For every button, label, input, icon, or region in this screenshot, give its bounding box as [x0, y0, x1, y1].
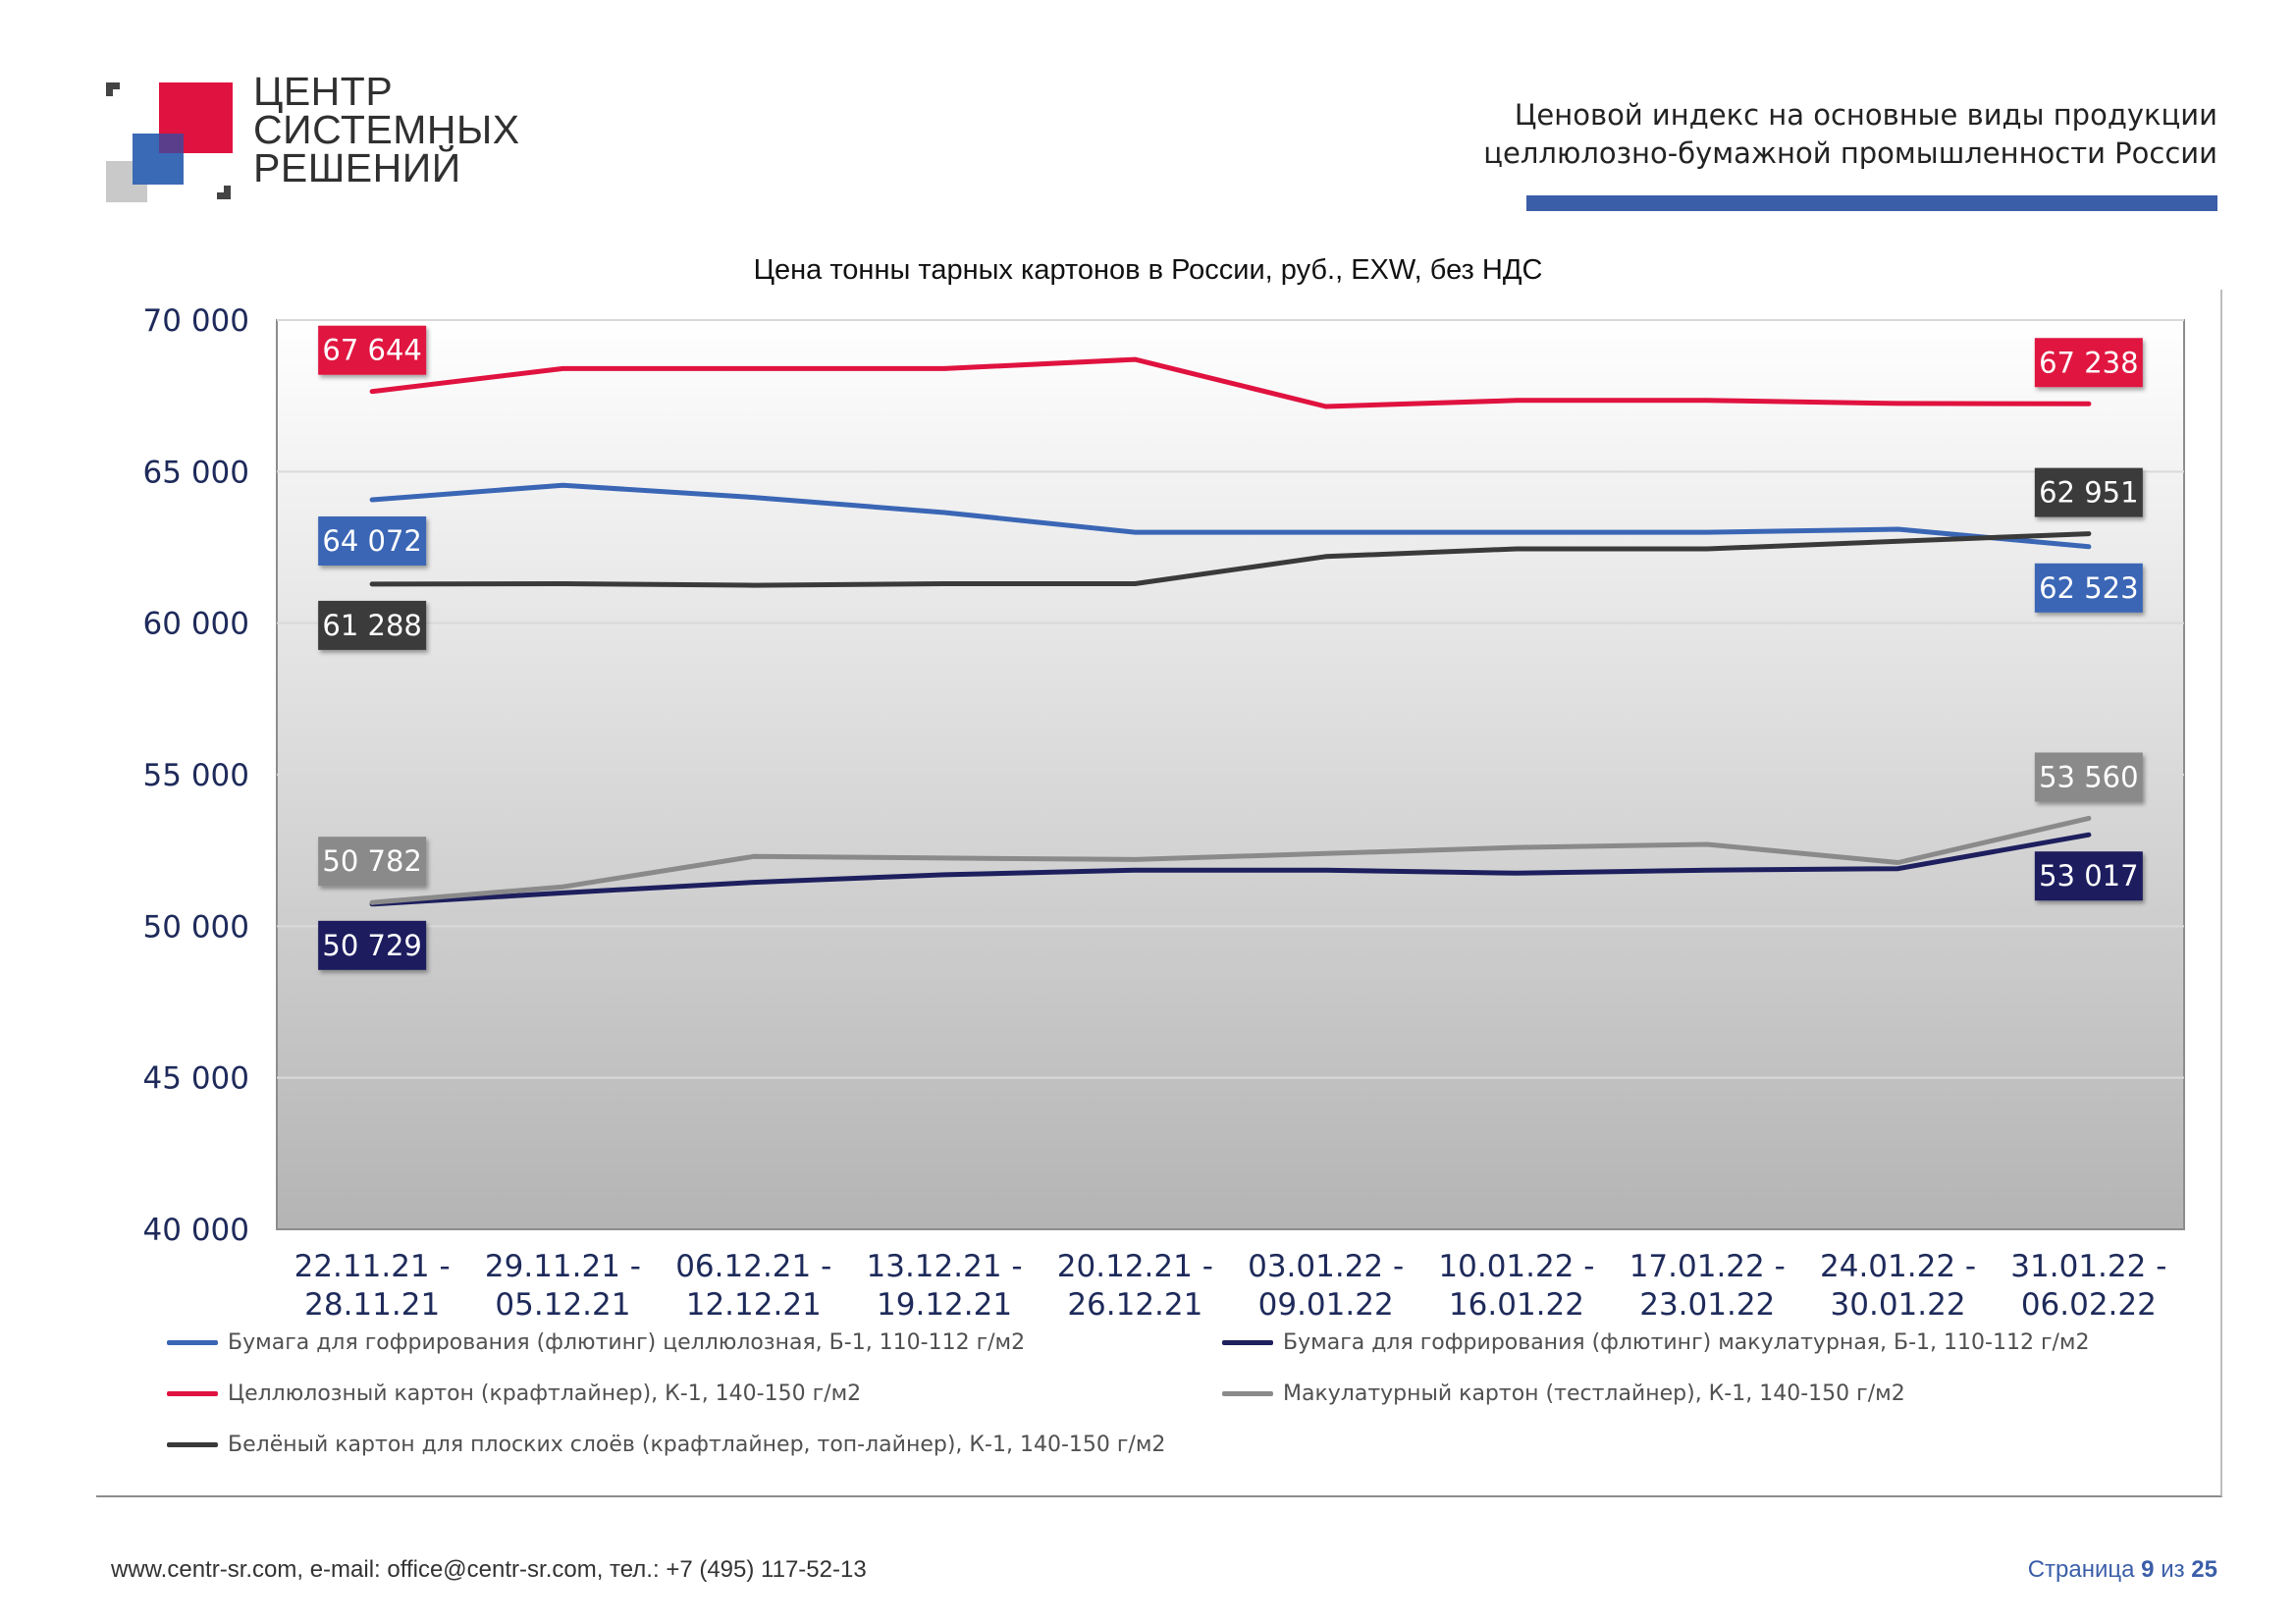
legend-item: Целлюлозный картон (крафтлайнер), К-1, 1…: [167, 1381, 861, 1406]
y-tick-label: 70 000: [143, 303, 249, 339]
data-label: 67 238: [2034, 338, 2143, 388]
legend-label: Бумага для гофрирования (флютинг) макула…: [1283, 1330, 2090, 1355]
legend-item: Белёный картон для плоских слоёв (крафтл…: [167, 1433, 1165, 1457]
legend-swatch: [167, 1391, 218, 1396]
y-tick-label: 55 000: [143, 758, 249, 793]
y-tick-label: 60 000: [143, 607, 249, 642]
x-tick-label: 30.01.22: [1831, 1287, 1966, 1323]
page-total: 25: [2191, 1556, 2217, 1583]
svg-text:62 523: 62 523: [2039, 571, 2138, 605]
svg-text:67 644: 67 644: [322, 334, 421, 367]
logo-line-2: СИСТЕМНЫХ: [253, 107, 520, 152]
logo-text: ЦЕНТР СИСТЕМНЫХ РЕШЕНИЙ: [253, 69, 520, 190]
chart-frame: [96, 290, 2222, 1497]
company-logo: [106, 82, 233, 202]
data-label: 64 072: [318, 515, 427, 566]
page-word: Страница: [2027, 1556, 2135, 1583]
data-label: 61 288: [318, 600, 427, 650]
x-tick-label: 12.12.21: [686, 1287, 822, 1323]
data-label: 62 523: [2034, 563, 2143, 613]
x-tick-label: 06.02.22: [2021, 1287, 2157, 1323]
page-number: Страница 9 из 25: [2028, 1556, 2217, 1584]
x-tick-label: 31.01.22 -: [2010, 1249, 2166, 1284]
y-tick-label: 50 000: [143, 909, 249, 945]
series-line: [369, 815, 2092, 905]
x-tick-label: 24.01.22 -: [1820, 1249, 1976, 1284]
legend-swatch: [1222, 1340, 1273, 1345]
x-tick-label: 06.12.21 -: [675, 1249, 831, 1284]
y-tick-label: 65 000: [143, 455, 249, 490]
svg-text:61 288: 61 288: [322, 609, 421, 642]
logo-line-1: ЦЕНТР: [253, 69, 394, 114]
legend-swatch: [167, 1442, 218, 1447]
y-tick-label: 45 000: [143, 1061, 249, 1097]
x-tick-label: 26.12.21: [1067, 1287, 1202, 1323]
series-line: [369, 832, 2092, 907]
x-tick-label: 20.12.21 -: [1057, 1249, 1213, 1284]
series-line: [369, 531, 2092, 588]
document-title: Ценовой индекс на основные виды продукци…: [1483, 96, 2217, 173]
x-tick-label: 29.11.21 -: [485, 1249, 641, 1284]
svg-text:62 951: 62 951: [2039, 476, 2138, 510]
legend-swatch: [167, 1340, 218, 1345]
legend-label: Макулатурный картон (тестлайнер), К-1, 1…: [1283, 1381, 1905, 1406]
svg-text:53 017: 53 017: [2039, 859, 2138, 893]
svg-text:50 729: 50 729: [322, 929, 421, 962]
legend-label: Бумага для гофрирования (флютинг) целлюл…: [228, 1330, 1026, 1355]
legend-label: Белёный картон для плоских слоёв (крафтл…: [228, 1433, 1166, 1457]
data-label: 50 782: [318, 837, 427, 887]
x-tick-label: 16.01.22: [1449, 1287, 1584, 1323]
legend-label: Целлюлозный картон (крафтлайнер), К-1, 1…: [228, 1381, 862, 1406]
svg-text:53 560: 53 560: [2039, 760, 2138, 793]
svg-text:67 238: 67 238: [2039, 346, 2138, 379]
data-label: 53 017: [2034, 851, 2143, 901]
series-line: [369, 356, 2092, 409]
x-tick-label: 05.12.21: [495, 1287, 630, 1323]
x-tick-label: 03.01.22 -: [1248, 1249, 1404, 1284]
x-tick-label: 17.01.22 -: [1629, 1249, 1786, 1284]
x-tick-label: 22.11.21 -: [294, 1249, 451, 1284]
svg-text:64 072: 64 072: [322, 524, 421, 558]
x-tick-label: 10.01.22 -: [1438, 1249, 1594, 1284]
svg-text:50 782: 50 782: [322, 844, 421, 878]
legend-item: Бумага для гофрирования (флютинг) макула…: [1222, 1330, 2090, 1355]
x-tick-label: 28.11.21: [304, 1287, 440, 1323]
header-accent-bar: [1526, 195, 2217, 211]
legend-swatch: [1222, 1391, 1273, 1396]
y-tick-label: 40 000: [143, 1213, 249, 1248]
x-tick-label: 23.01.22: [1639, 1287, 1775, 1323]
page-of: из: [2161, 1556, 2185, 1583]
document-title-line-2: целлюлозно-бумажной промышленности Росси…: [1483, 136, 2217, 170]
logo-line-3: РЕШЕНИЙ: [253, 145, 461, 190]
data-label: 62 951: [2034, 467, 2143, 517]
page-current: 9: [2141, 1556, 2155, 1583]
x-tick-label: 09.01.22: [1258, 1287, 1394, 1323]
chart-title: Цена тонны тарных картонов в России, руб…: [753, 254, 1543, 286]
x-tick-label: 19.12.21: [877, 1287, 1012, 1323]
data-label: 50 729: [318, 920, 427, 970]
document-title-line-1: Ценовой индекс на основные виды продукци…: [1514, 98, 2217, 132]
data-label: 67 644: [318, 325, 427, 375]
series-line: [369, 482, 2092, 550]
data-label: 53 560: [2034, 752, 2143, 802]
legend-item: Бумага для гофрирования (флютинг) целлюл…: [167, 1330, 1025, 1355]
chart-legend: Бумага для гофрирования (флютинг) целлюл…: [167, 1330, 2209, 1468]
legend-item: Макулатурный картон (тестлайнер), К-1, 1…: [1222, 1381, 1905, 1406]
footer-contacts: www.centr-sr.com, e-mail: office@centr-s…: [111, 1556, 867, 1583]
x-tick-label: 13.12.21 -: [867, 1249, 1023, 1284]
